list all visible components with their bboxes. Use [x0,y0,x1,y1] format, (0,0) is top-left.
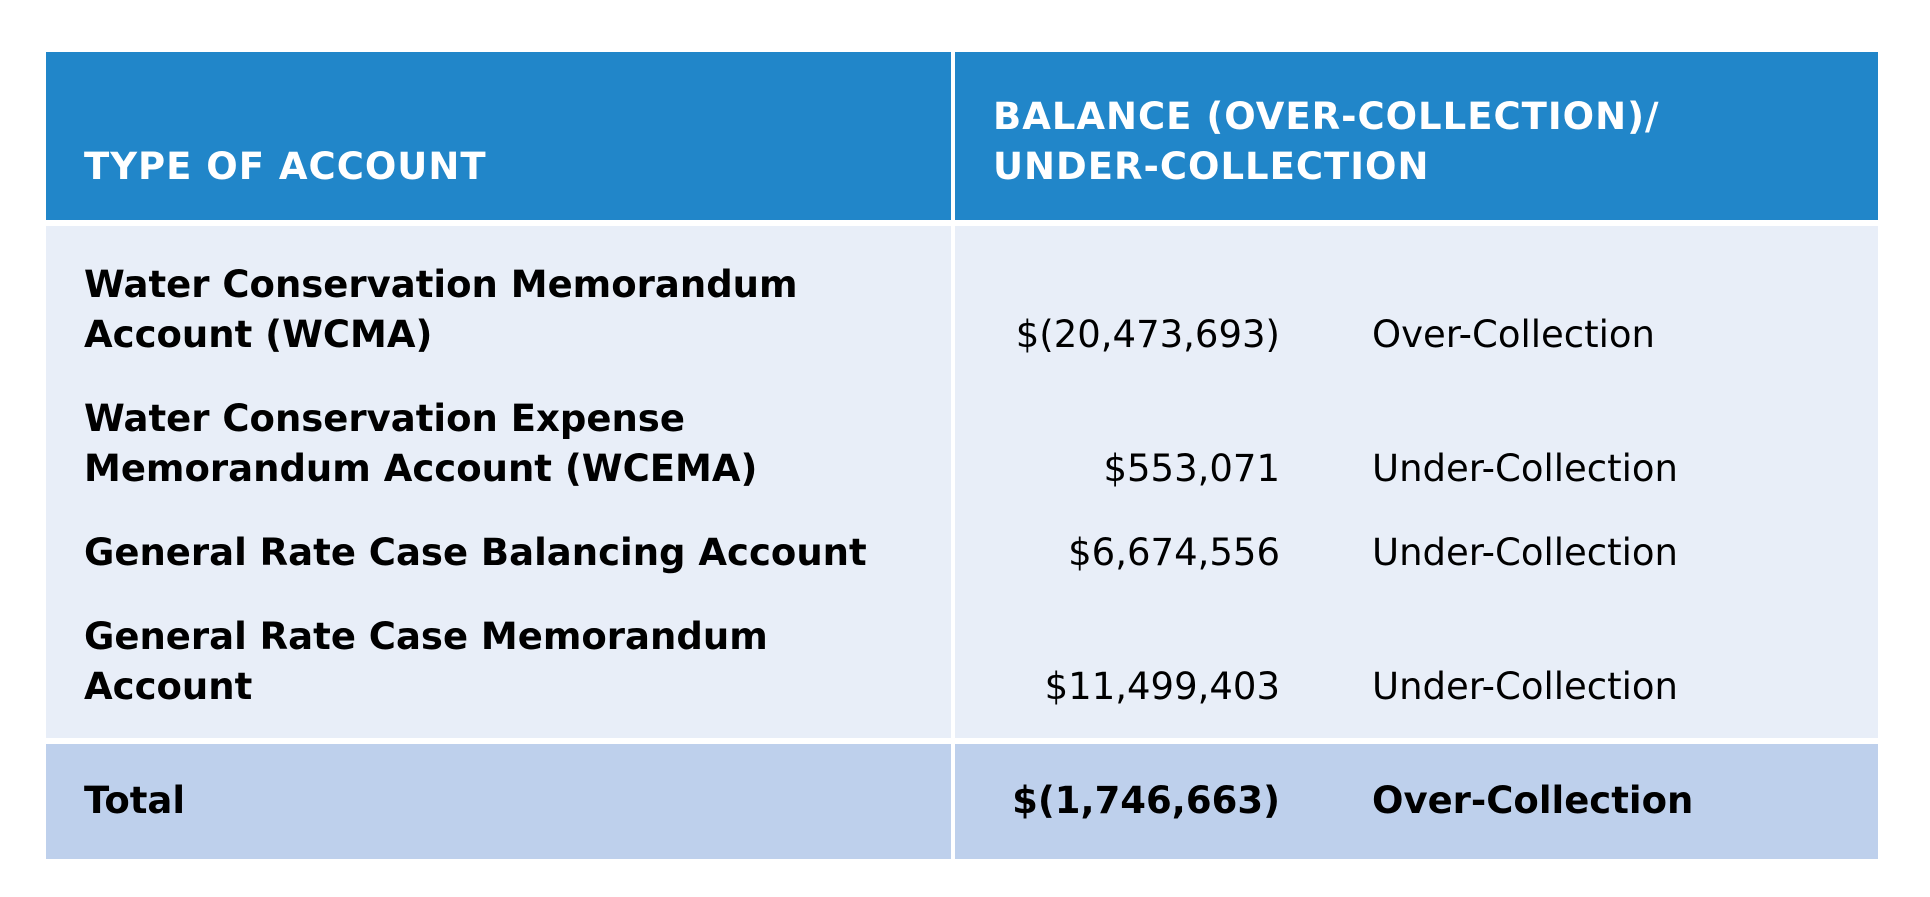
account-names-column: Water Conservation Memorandum Account (W… [46,226,951,738]
row-4-amount: $11,499,403 [1044,665,1280,708]
total-amount: $(1,746,663) [1012,779,1280,822]
row-1-name: Water Conservation Memorandum Account (W… [84,263,798,356]
row-2-amount: $553,071 [1103,447,1280,490]
row-1-amount: $(20,473,693) [1015,313,1280,356]
row-2-status: Under-Collection [1372,447,1678,490]
total-label-cell: Total [46,744,951,859]
row-3-name: General Rate Case Balancing Account [84,531,867,574]
header-account-type: TYPE OF ACCOUNT [46,52,951,220]
row-4-status: Under-Collection [1372,665,1678,708]
row-3-amount: $6,674,556 [1068,531,1280,574]
total-status: Over-Collection [1372,779,1694,822]
balance-values-column: $(20,473,693) Over-Collection $553,071 U… [955,226,1878,738]
row-1-status: Over-Collection [1372,313,1655,356]
row-4-name: General Rate Case Memorandum Account [84,615,768,708]
header-account-type-label: TYPE OF ACCOUNT [84,145,487,188]
header-balance-label: BALANCE (OVER-COLLECTION)/ UNDER-COLLECT… [993,95,1660,188]
header-balance: BALANCE (OVER-COLLECTION)/ UNDER-COLLECT… [955,52,1878,220]
row-2-name: Water Conservation Expense Memorandum Ac… [84,397,758,490]
balance-table: TYPE OF ACCOUNT BALANCE (OVER-COLLECTION… [46,52,1878,859]
total-values-cell: $(1,746,663) Over-Collection [955,744,1878,859]
row-3-status: Under-Collection [1372,531,1678,574]
total-label: Total [84,779,186,822]
